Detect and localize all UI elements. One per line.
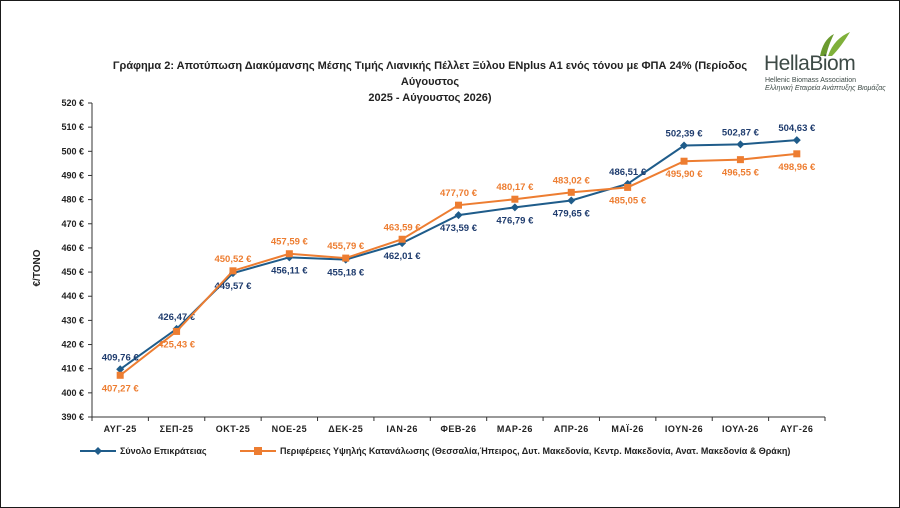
data-label: 409,76 € bbox=[102, 352, 140, 363]
data-point bbox=[229, 267, 237, 275]
data-label: 462,01 € bbox=[384, 251, 422, 262]
chart-legend: Σύνολο Επικράτειας Περιφέρειες Υψηλής Κα… bbox=[80, 446, 880, 462]
y-tick-label: 410 € bbox=[61, 364, 84, 374]
data-point bbox=[398, 235, 406, 243]
x-tick-label: ΙΑΝ-26 bbox=[386, 424, 418, 434]
data-label: 455,79 € bbox=[327, 241, 365, 252]
data-point bbox=[736, 140, 745, 149]
legend-label-total: Σύνολο Επικράτειας bbox=[120, 446, 207, 456]
data-label: 456,11 € bbox=[271, 265, 308, 276]
y-tick-label: 500 € bbox=[61, 146, 84, 156]
logo-tagline-en: Hellenic Biomass Association bbox=[765, 77, 857, 84]
chart-title-line1: Γράφημα 2: Αποτύπωση Διακύμανσης Μέσης Τ… bbox=[112, 60, 748, 88]
y-tick-label: 430 € bbox=[61, 315, 84, 325]
logo-tagline-gr: Ελληνική Εταιρεία Ανάπτυξης Βιομάζας bbox=[765, 85, 886, 92]
chart-title-line2: 2025 - Αύγουστος 2026) bbox=[368, 92, 492, 104]
y-tick-label: 460 € bbox=[61, 243, 84, 253]
legend-item-high-consumption: Περιφέρειες Υψηλής Κατανάλωσης (Θεσσαλία… bbox=[240, 446, 790, 456]
x-tick-label: ΜΑΪ-26 bbox=[611, 424, 644, 434]
data-point bbox=[116, 365, 125, 374]
data-point bbox=[567, 196, 576, 205]
data-label: 504,63 € bbox=[778, 123, 816, 134]
data-label: 479,65 € bbox=[553, 208, 591, 219]
data-label: 485,05 € bbox=[609, 195, 647, 206]
x-tick-label: ΣΕΠ-25 bbox=[160, 424, 194, 434]
data-label: 449,57 € bbox=[214, 281, 252, 292]
series-1: 407,27 € 425,43 € 450,52 € 457,59 € 455,79 €… bbox=[102, 150, 816, 394]
logo-name: HellaBiom bbox=[764, 52, 856, 75]
x-tick-label: ΙΟΥΛ-26 bbox=[722, 424, 759, 434]
y-tick-label: 490 € bbox=[61, 170, 84, 180]
data-point bbox=[342, 254, 350, 262]
data-label: 483,02 € bbox=[553, 175, 591, 186]
data-point bbox=[511, 195, 519, 203]
data-label: 486,51 € bbox=[609, 167, 647, 178]
data-label: 476,79 € bbox=[496, 215, 534, 226]
data-label: 407,27 € bbox=[102, 383, 140, 394]
data-point bbox=[624, 183, 632, 191]
x-tick-label: ΑΥΓ-25 bbox=[104, 424, 137, 434]
data-point bbox=[116, 371, 124, 379]
data-label: 455,18 € bbox=[327, 268, 365, 279]
legend-label-high-consumption: Περιφέρειες Υψηλής Κατανάλωσης (Θεσσαλία… bbox=[280, 446, 791, 456]
data-point bbox=[285, 250, 293, 258]
x-axis: ΑΥΓ-25 ΣΕΠ-25 ΟΚΤ-25 ΝΟΕ-25 ΔΕΚ-25 ΙΑΝ-26 ΦΕΒ-… bbox=[91, 416, 826, 434]
data-point bbox=[792, 136, 801, 145]
y-tick-label: 450 € bbox=[61, 267, 84, 277]
data-label: 426,47 € bbox=[158, 312, 196, 323]
y-tick-label: 390 € bbox=[61, 412, 84, 422]
y-tick-label: 520 € bbox=[61, 98, 84, 108]
series-layer: 409,76 € 426,47 € 449,57 € 456,11 € 455,18 €… bbox=[102, 123, 816, 394]
data-point bbox=[567, 188, 575, 196]
y-tick-label: 400 € bbox=[61, 388, 84, 398]
data-label: 477,70 € bbox=[440, 188, 478, 199]
leaf-icon bbox=[820, 32, 850, 56]
data-point bbox=[173, 327, 181, 335]
x-tick-label: ΝΟΕ-25 bbox=[272, 424, 308, 434]
x-tick-label: ΦΕΒ-26 bbox=[441, 424, 477, 434]
y-axis: 390 € 400 € 410 € 420 € 430 € 440 € 450 € 460 €… bbox=[61, 98, 93, 422]
x-tick-label: ΔΕΚ-25 bbox=[328, 424, 363, 434]
x-tick-label: ΙΟΥΝ-26 bbox=[665, 424, 703, 434]
data-label: 463,59 € bbox=[384, 222, 422, 233]
data-point bbox=[454, 211, 463, 220]
x-tick-label: ΟΚΤ-25 bbox=[216, 424, 251, 434]
y-tick-label: 470 € bbox=[61, 219, 84, 229]
y-tick-label: 480 € bbox=[61, 195, 84, 205]
x-tick-label: ΜΑΡ-26 bbox=[497, 424, 533, 434]
data-label: 502,39 € bbox=[666, 129, 704, 140]
chart-title: Γράφημα 2: Αποτύπωση Διακύμανσης Μέσης Τ… bbox=[90, 58, 770, 106]
data-point bbox=[455, 201, 462, 209]
data-point bbox=[680, 141, 689, 150]
data-label: 502,87 € bbox=[722, 127, 760, 138]
data-point bbox=[736, 156, 744, 164]
y-tick-label: 510 € bbox=[61, 122, 84, 132]
data-label: 498,96 € bbox=[778, 162, 816, 173]
hellabiom-logo: HellaBiom Hellenic Biomass Association Ε… bbox=[764, 28, 886, 98]
data-label: 450,52 € bbox=[214, 254, 252, 265]
data-point bbox=[680, 157, 688, 165]
x-tick-label: ΑΥΓ-26 bbox=[780, 424, 813, 434]
data-label: 480,17 € bbox=[496, 182, 534, 193]
x-tick-label: ΑΠΡ-26 bbox=[554, 424, 589, 434]
data-point bbox=[793, 150, 801, 158]
legend-item-total: Σύνολο Επικράτειας bbox=[80, 446, 207, 456]
data-label: 473,59 € bbox=[440, 223, 478, 234]
y-axis-label: €/ΤΟΝΟ bbox=[32, 249, 43, 286]
data-label: 457,59 € bbox=[271, 237, 309, 248]
legend-swatch-total bbox=[80, 447, 116, 455]
data-label: 496,55 € bbox=[722, 168, 760, 179]
y-tick-label: 420 € bbox=[61, 340, 84, 350]
y-tick-label: 440 € bbox=[61, 291, 84, 301]
data-point bbox=[510, 203, 519, 212]
legend-swatch-high-consumption bbox=[240, 447, 276, 455]
data-label: 425,43 € bbox=[158, 339, 196, 350]
data-label: 495,90 € bbox=[666, 169, 704, 180]
